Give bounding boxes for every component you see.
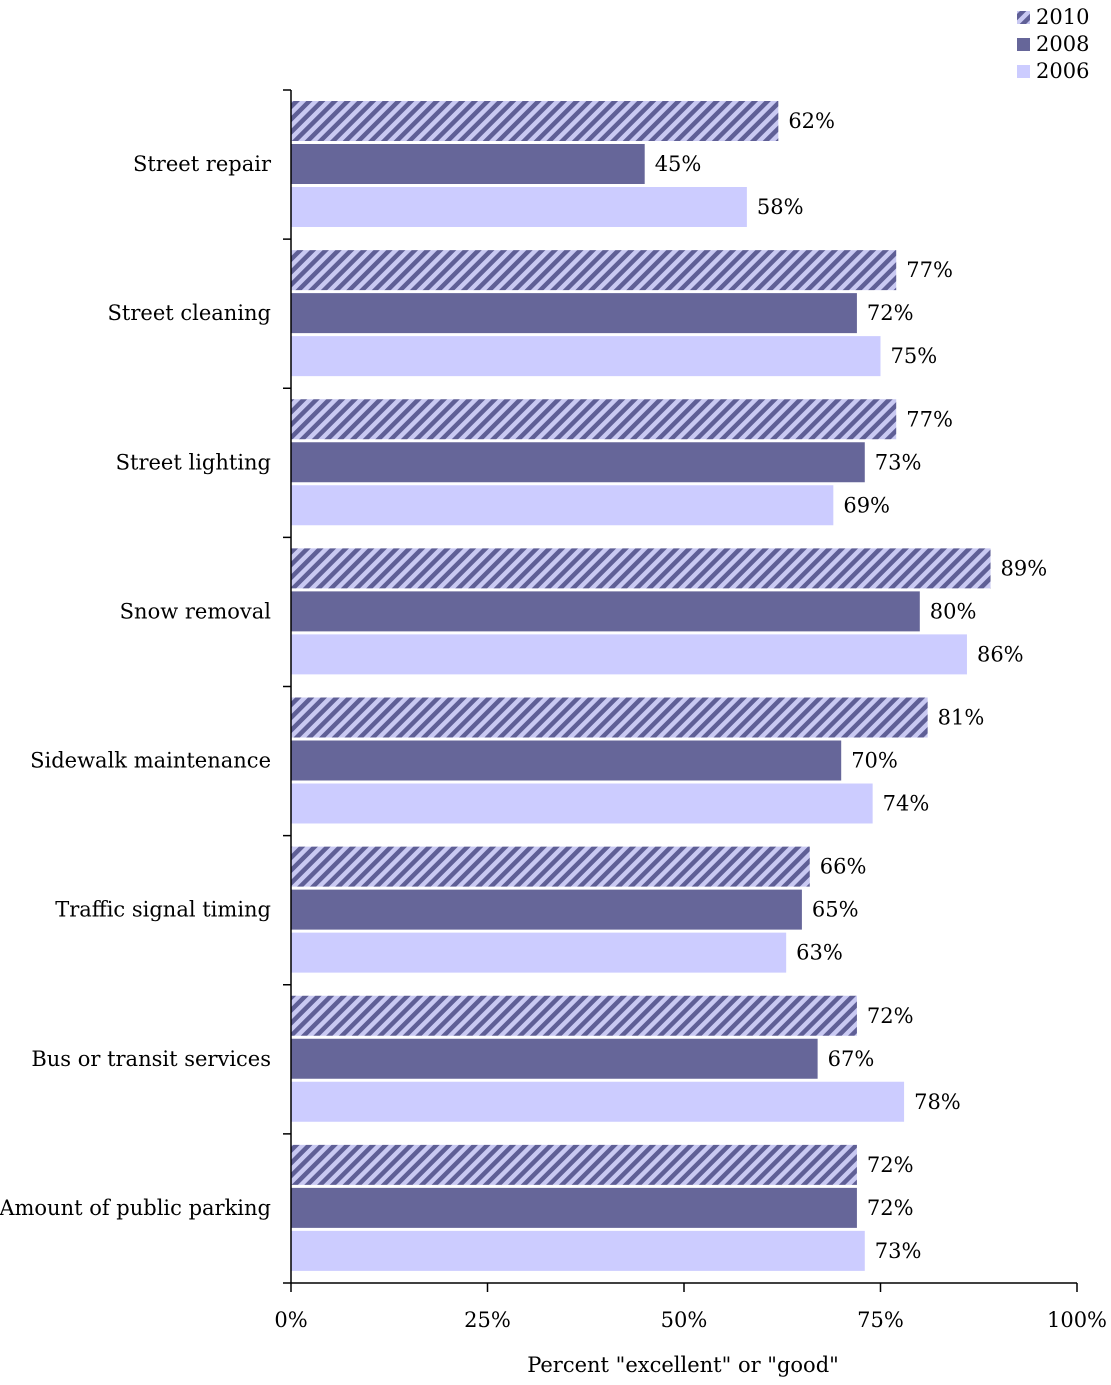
legend-item-2008: 2008 bbox=[1017, 32, 1089, 56]
bars-layer: 62% 45% 58% 77% 72% 75% 77% 73% 69% 89% 80%86% 81% 7… bbox=[291, 101, 1047, 1271]
bar-2006 bbox=[291, 1081, 905, 1122]
x-tick-label: 0% bbox=[274, 1308, 307, 1332]
bar-2008 bbox=[291, 144, 645, 184]
legend-swatch bbox=[1017, 11, 1030, 24]
bar-2008 bbox=[291, 442, 865, 483]
bar-2006 bbox=[291, 634, 967, 675]
data-label: 77% bbox=[906, 407, 953, 431]
category-label: Sidewalk maintenance bbox=[30, 749, 271, 773]
data-label: 67% bbox=[828, 1047, 875, 1071]
bar-2010 bbox=[291, 846, 810, 887]
category-label: Street lighting bbox=[116, 450, 271, 474]
bar-2006 bbox=[291, 336, 881, 377]
legend-swatch bbox=[1017, 65, 1030, 78]
category-group: 62% 45% 58% bbox=[291, 101, 835, 227]
category-group: 72% 72% 73% bbox=[291, 1144, 922, 1271]
category-label: Snow removal bbox=[120, 599, 272, 623]
bar-2008 bbox=[291, 591, 920, 632]
legend: 2010 2008 2006 bbox=[1017, 5, 1089, 83]
x-tick-label: 50% bbox=[661, 1308, 708, 1332]
category-label: Bus or transit services bbox=[31, 1047, 271, 1071]
category-group: 72% 67% 78% bbox=[291, 995, 961, 1122]
bar-2008 bbox=[291, 1038, 818, 1079]
category-group: 81% 70% 74% bbox=[291, 697, 985, 824]
bar-2010 bbox=[291, 250, 897, 291]
data-label: 66% bbox=[820, 855, 867, 879]
x-tick-label: 25% bbox=[464, 1308, 511, 1332]
bar-2006 bbox=[291, 187, 747, 227]
data-label: 74% bbox=[883, 792, 930, 816]
category-label: Traffic signal timing bbox=[55, 898, 271, 922]
bar-2010 bbox=[291, 548, 991, 589]
bar-2006 bbox=[291, 485, 834, 526]
data-label: 65% bbox=[812, 898, 859, 922]
x-axis-label: Percent "excellent" or "good" bbox=[527, 1353, 839, 1377]
category-group: 66% 65% 63% bbox=[291, 846, 867, 973]
category-group: 77% 73% 69% bbox=[291, 399, 953, 526]
bar-2006 bbox=[291, 932, 787, 973]
bar-2008 bbox=[291, 1187, 857, 1228]
data-label: 75% bbox=[891, 344, 938, 368]
bar-2010 bbox=[291, 101, 779, 141]
data-label: 78% bbox=[914, 1090, 961, 1114]
data-label: 72% bbox=[867, 301, 914, 325]
data-label: 73% bbox=[875, 450, 922, 474]
axes-layer: Street repair Street cleaning Street light… bbox=[0, 89, 1107, 1332]
bar-2008 bbox=[291, 889, 802, 930]
data-label: 77% bbox=[906, 258, 953, 282]
data-label: 72% bbox=[867, 1196, 914, 1220]
x-tick-label: 100% bbox=[1047, 1308, 1107, 1332]
data-label: 62% bbox=[788, 109, 835, 133]
legend-swatch bbox=[1017, 38, 1030, 51]
data-label: 45% bbox=[655, 152, 702, 176]
legend-label: 2008 bbox=[1036, 32, 1089, 56]
category-label: Amount of public parking bbox=[0, 1196, 271, 1220]
bar-2008 bbox=[291, 740, 842, 781]
data-label: 70% bbox=[851, 749, 898, 773]
legend-label: 2010 bbox=[1036, 5, 1089, 29]
data-label: 89% bbox=[1001, 556, 1048, 580]
data-label: 73% bbox=[875, 1239, 922, 1263]
bar-2006 bbox=[291, 783, 873, 824]
data-label: 58% bbox=[757, 195, 804, 219]
bar-2008 bbox=[291, 293, 857, 334]
data-label: 72% bbox=[867, 1004, 914, 1028]
bar-2010 bbox=[291, 1144, 857, 1185]
category-label: Street cleaning bbox=[108, 301, 271, 325]
data-label: 86% bbox=[977, 642, 1024, 666]
legend-item-2010: 2010 bbox=[1017, 5, 1089, 29]
bar-2006 bbox=[291, 1230, 865, 1271]
category-group: 89% 80%86% bbox=[291, 548, 1048, 675]
x-tick-label: 75% bbox=[857, 1308, 904, 1332]
data-label: 80% bbox=[930, 599, 977, 623]
legend-label: 2006 bbox=[1036, 59, 1089, 83]
bar-2010 bbox=[291, 995, 857, 1036]
data-label: 72% bbox=[867, 1153, 914, 1177]
bar-2010 bbox=[291, 697, 928, 738]
category-group: 77% 72% 75% bbox=[291, 250, 953, 377]
data-label: 69% bbox=[843, 493, 890, 517]
bar-2010 bbox=[291, 399, 897, 440]
category-label: Street repair bbox=[133, 152, 272, 176]
legend-item-2006: 2006 bbox=[1017, 59, 1089, 83]
data-label: 81% bbox=[938, 706, 985, 730]
data-label: 63% bbox=[796, 941, 843, 965]
